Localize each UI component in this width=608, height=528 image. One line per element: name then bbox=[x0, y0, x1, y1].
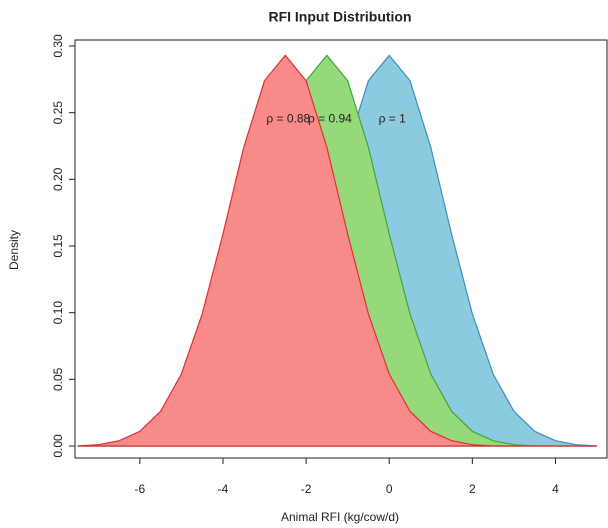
y-tick-label: 0.15 bbox=[51, 234, 65, 258]
y-tick-label: 0.05 bbox=[51, 367, 65, 391]
y-axis-label: Density bbox=[7, 230, 21, 270]
y-tick-label: 0.00 bbox=[51, 434, 65, 458]
x-tick-label: 2 bbox=[469, 482, 476, 496]
series-label: ρ = 0.94 bbox=[308, 112, 352, 126]
y-tick-label: 0.10 bbox=[51, 301, 65, 325]
y-tick-label: 0.30 bbox=[51, 34, 65, 58]
y-tick-label: 0.20 bbox=[51, 167, 65, 191]
x-tick-label: 0 bbox=[386, 482, 393, 496]
density-area bbox=[77, 54, 598, 447]
x-tick-label: -6 bbox=[135, 482, 146, 496]
x-tick-label: -2 bbox=[301, 482, 312, 496]
series-label: ρ = 0.88 bbox=[266, 112, 310, 126]
x-tick-label: -4 bbox=[218, 482, 229, 496]
x-tick-label: 4 bbox=[552, 482, 559, 496]
y-tick-label: 0.25 bbox=[51, 101, 65, 125]
x-axis-label: Animal RFI (kg/cow/d) bbox=[281, 510, 399, 524]
series-label: ρ = 1 bbox=[379, 112, 407, 126]
chart-title: RFI Input Distribution bbox=[268, 9, 411, 25]
plot-frame bbox=[74, 39, 608, 459]
